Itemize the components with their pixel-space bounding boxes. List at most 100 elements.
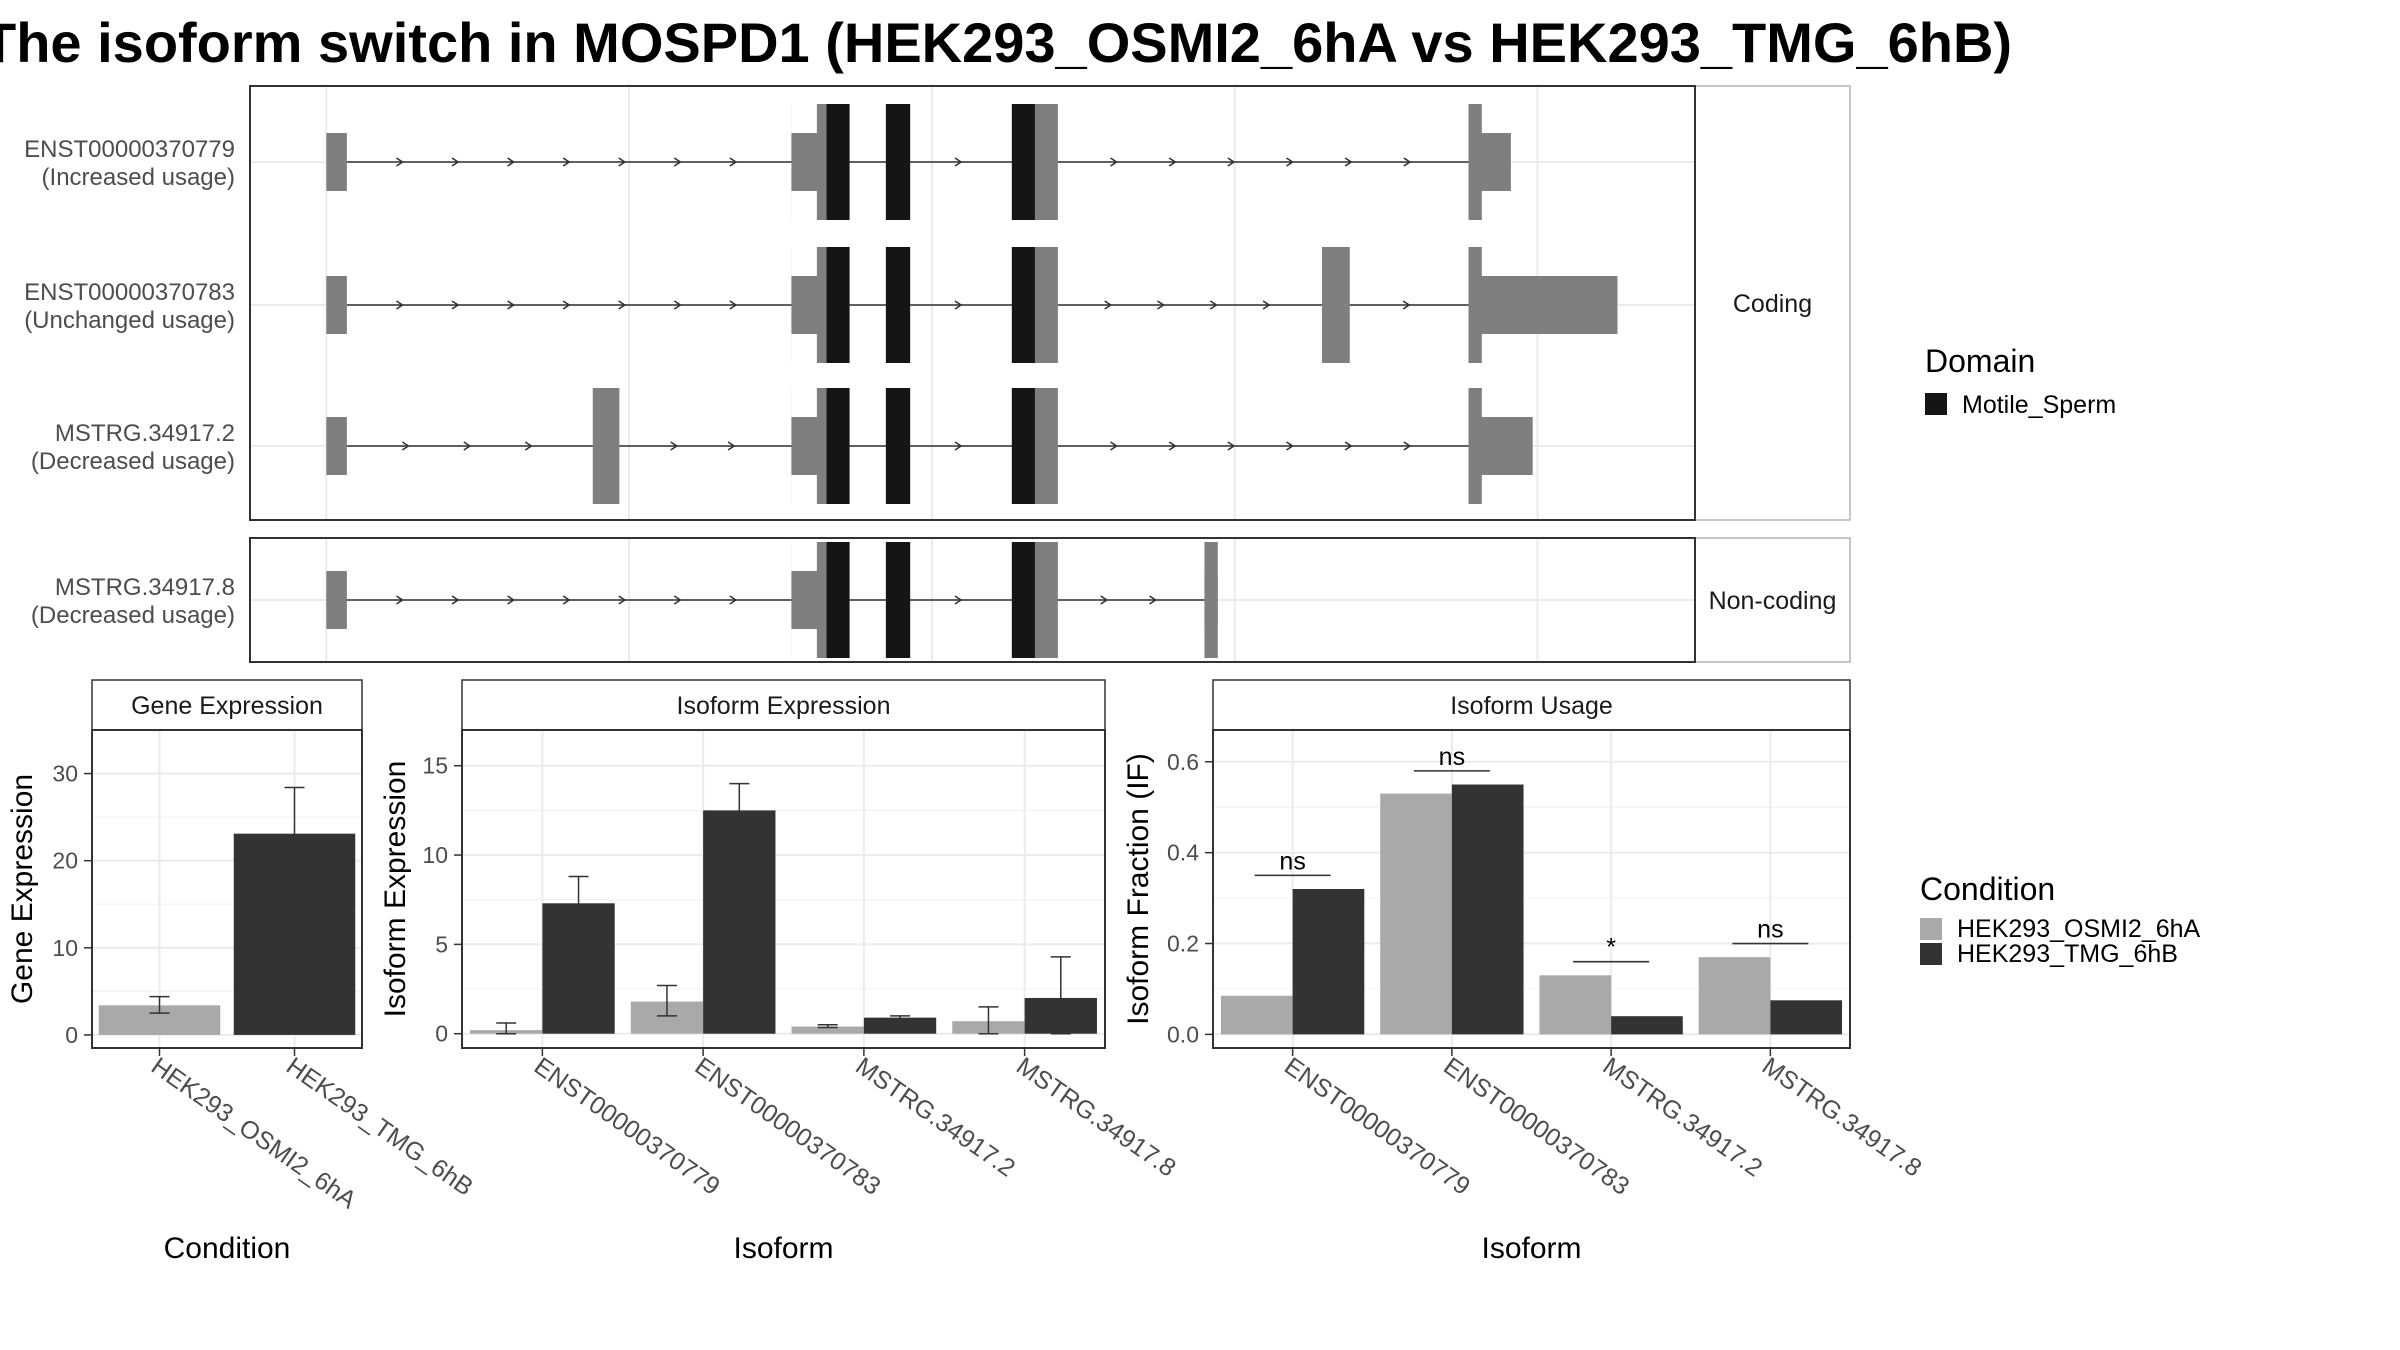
intron-arrow: [1100, 595, 1109, 605]
intron-arrow: [1227, 157, 1236, 167]
domain-block: [885, 388, 911, 504]
intron-arrow: [954, 300, 963, 310]
transcript-id-label: MSTRG.34917.8: [55, 574, 235, 601]
y-tick-label: 30: [52, 761, 78, 787]
transcript-usage-label: (Decreased usage): [31, 448, 235, 475]
y-tick-label: 0.6: [1167, 749, 1199, 775]
y-axis-label: Isoform Expression: [379, 761, 412, 1018]
intron-arrow: [618, 157, 627, 167]
y-tick-label: 5: [435, 931, 448, 957]
plot-panel-border: [1212, 729, 1851, 1049]
intron-arrow: [507, 595, 516, 605]
x-tick-label: MSTRG.34917.8: [1011, 1052, 1181, 1183]
intron-arrow: [1110, 157, 1118, 167]
x-tick-label: MSTRG.34917.8: [1757, 1052, 1927, 1183]
intron-arrow: [729, 595, 738, 605]
intron-arrow: [562, 595, 571, 605]
exon: [326, 571, 347, 629]
intron-arrow: [507, 157, 516, 167]
condition-legend-swatch: [1920, 943, 1942, 965]
exon-terminal-stub: [1468, 104, 1482, 220]
domain-block: [1011, 104, 1035, 220]
intron-arrow: [1403, 157, 1412, 167]
intron-arrow: [729, 300, 738, 310]
exon-step-mask: [791, 542, 817, 571]
exon-terminal-stub: [1204, 542, 1218, 658]
y-axis-label: Gene Expression: [6, 774, 39, 1004]
exon: [1468, 276, 1618, 334]
significance-label: ns: [1279, 847, 1305, 875]
intron-arrow: [562, 157, 571, 167]
exon-step-mask: [791, 388, 817, 417]
x-axis-label: Isoform: [733, 1232, 833, 1265]
y-tick-label: 0.0: [1167, 1021, 1199, 1047]
x-axis-label: Isoform: [1481, 1232, 1581, 1265]
domain-block: [826, 542, 850, 658]
exon-step-mask: [791, 334, 817, 363]
domain-block: [826, 388, 850, 504]
transcript-panel-border: [249, 85, 1696, 521]
chart-title: The isoform switch in MOSPD1 (HEK293_OSM…: [0, 11, 2013, 74]
intron-arrow: [1227, 441, 1236, 451]
condition-legend-swatch: [1920, 918, 1942, 940]
bar: [1380, 793, 1452, 1035]
condition-legend-label: HEK293_OSMI2_6hA: [1957, 915, 2201, 943]
exon-step-mask: [791, 104, 817, 133]
y-tick-label: 0: [65, 1022, 78, 1048]
exon: [326, 417, 347, 475]
bar: [703, 810, 776, 1034]
facet-strip: [1694, 537, 1851, 663]
significance-label: *: [1606, 934, 1616, 962]
intron-arrow: [562, 300, 571, 310]
intron-arrow: [954, 157, 963, 167]
exon-terminal-stub: [1468, 247, 1482, 363]
exon-step-mask: [791, 475, 817, 504]
facet-strip-label: Non-coding: [1709, 587, 1837, 615]
transcript-id-label: ENST00000370783: [24, 279, 235, 306]
intron-arrow: [396, 595, 404, 605]
intron-arrow: [1403, 441, 1412, 451]
domain-block: [1011, 247, 1035, 363]
exon: [326, 276, 347, 334]
exon-step-mask: [791, 247, 817, 276]
exon: [1321, 247, 1350, 363]
domain-block: [1011, 542, 1035, 658]
y-tick-label: 10: [422, 842, 448, 868]
y-tick-label: 10: [52, 935, 78, 961]
intron-arrow: [1168, 441, 1177, 451]
exon-step-mask: [791, 191, 817, 220]
bar: [1539, 975, 1612, 1035]
x-axis-label: Condition: [164, 1232, 291, 1265]
transcript-id-label: MSTRG.34917.2: [55, 420, 235, 447]
transcript-panel-border: [249, 537, 1696, 663]
bar: [1698, 957, 1771, 1035]
facet-strip-label: Gene Expression: [131, 692, 323, 720]
intron-arrow: [451, 300, 460, 310]
y-axis-label: Isoform Fraction (IF): [1122, 753, 1155, 1025]
intron-arrow: [451, 595, 460, 605]
transcript-usage-label: (Unchanged usage): [24, 307, 235, 334]
x-tick-label: MSTRG.34917.2: [850, 1052, 1020, 1183]
bar: [791, 1026, 864, 1034]
bar: [1220, 995, 1293, 1035]
intron-arrow: [727, 441, 736, 451]
intron-arrow: [954, 441, 963, 451]
y-tick-label: 0.4: [1167, 840, 1199, 866]
domain-block: [885, 247, 911, 363]
intron-arrow: [451, 157, 460, 167]
plot-panel-border: [91, 729, 363, 1049]
facet-strip-label: Coding: [1733, 290, 1812, 318]
y-tick-label: 15: [422, 753, 448, 779]
bar: [1292, 889, 1365, 1035]
facet-strip-label: Isoform Usage: [1450, 692, 1613, 720]
bar: [1611, 1016, 1683, 1035]
intron-arrow: [670, 441, 679, 451]
exon: [326, 133, 347, 191]
domain-block: [885, 542, 911, 658]
intron-arrow: [401, 441, 410, 451]
bar: [1770, 1000, 1843, 1035]
domain-block: [826, 104, 850, 220]
intron-arrow: [1286, 157, 1294, 167]
transcript-usage-label: (Increased usage): [42, 164, 235, 191]
